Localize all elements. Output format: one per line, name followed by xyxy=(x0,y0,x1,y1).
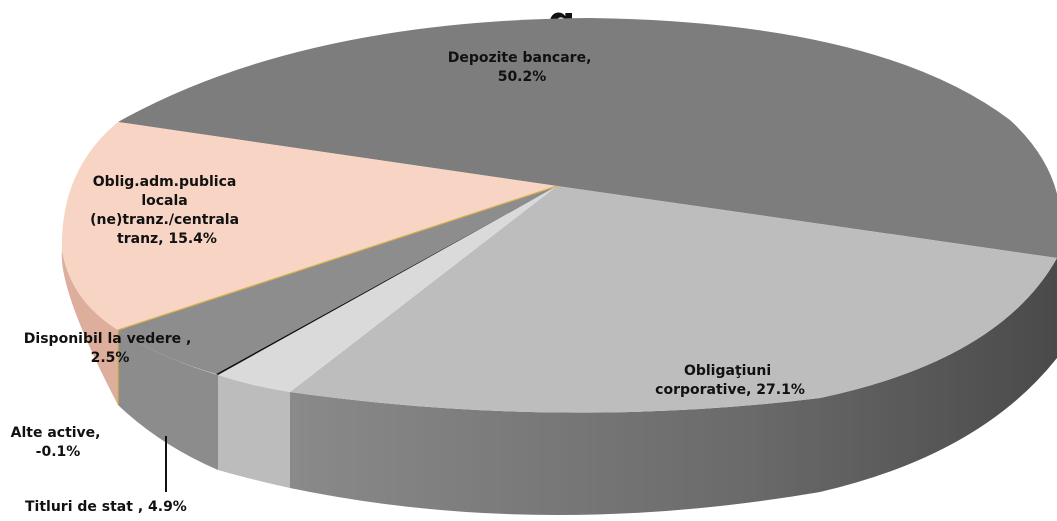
slice-alte-active xyxy=(216,186,557,375)
slice-labels: Depozite bancare, 50.2% Obligaţiuni corp… xyxy=(11,50,805,515)
label-titluri-de-stat: Titluri de stat , 4.9% xyxy=(25,499,187,515)
label-disponibil-la-vedere: Disponibil la vedere , 2.5% xyxy=(24,331,196,366)
label-alte-active: Alte active, -0.1% xyxy=(11,425,106,460)
side-wall-titluri xyxy=(218,375,290,488)
pie-top-face xyxy=(61,18,1057,413)
side-wall-oblig-adm xyxy=(61,250,118,405)
side-wall-disponibil xyxy=(118,330,218,470)
label-obligatiuni-corporative: Obligaţiuni corporative, 27.1% xyxy=(655,363,805,398)
label-depozite-bancare: Depozite bancare, 50.2% xyxy=(448,50,597,85)
slice-oblig-adm-publica xyxy=(61,122,557,330)
slice-depozite-bancare xyxy=(118,18,1057,258)
slice-titluri-de-stat xyxy=(218,186,557,392)
slice-disponibil-la-vedere xyxy=(118,186,557,374)
pie-side-walls xyxy=(61,250,1057,516)
slice-obligatiuni-corporative xyxy=(290,186,1057,413)
label-oblig-adm-publica: Oblig.adm.publica locala (ne)tranz./cent… xyxy=(90,174,244,247)
side-wall-obligatiuni xyxy=(290,258,1057,516)
